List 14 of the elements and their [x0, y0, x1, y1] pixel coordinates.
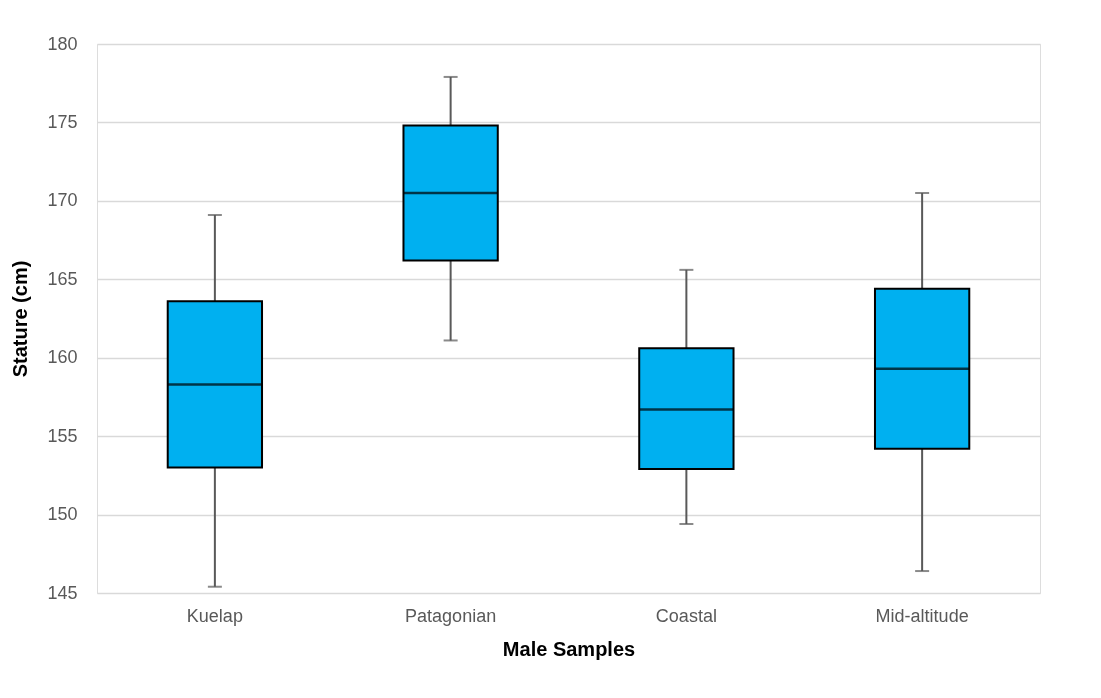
y-tick-label: 160 — [47, 347, 78, 368]
x-tick-label: Kuelap — [186, 605, 243, 626]
y-tick-label: 170 — [47, 190, 78, 211]
x-tick-label: Coastal — [655, 605, 717, 626]
y-tick-label: 180 — [47, 33, 78, 54]
x-tick-label: Patagonian — [405, 605, 497, 626]
x-tick-label: Mid-altitude — [875, 605, 969, 626]
y-tick-label: 145 — [47, 582, 78, 603]
y-tick-label: 175 — [47, 111, 78, 132]
y-axis-title: Stature (cm) — [9, 260, 32, 378]
y-tick-label: 165 — [47, 268, 78, 289]
y-tick-label: 150 — [47, 504, 78, 525]
x-axis-title: Male Samples — [502, 637, 636, 660]
y-tick-label: 155 — [47, 425, 78, 446]
